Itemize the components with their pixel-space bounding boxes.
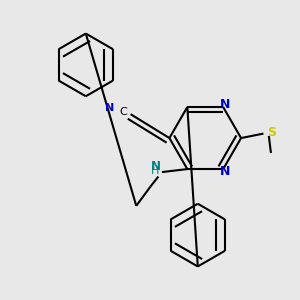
Text: S: S (267, 126, 276, 139)
Text: N: N (220, 165, 231, 178)
Text: C: C (120, 107, 127, 117)
Text: N: N (151, 160, 161, 173)
Text: N: N (220, 98, 231, 111)
Text: N: N (105, 103, 114, 112)
Text: H: H (151, 166, 160, 176)
